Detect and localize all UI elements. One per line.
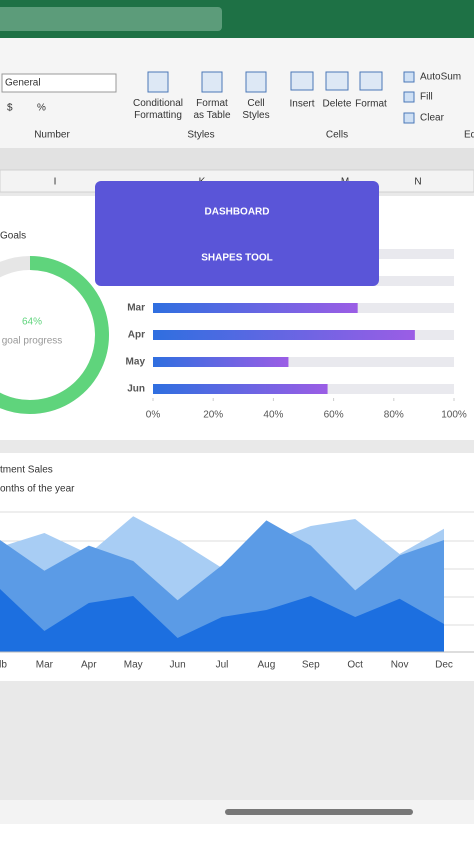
area — [0, 589, 444, 652]
ribbon-button[interactable]: Insert — [289, 99, 314, 110]
ribbon-button[interactable]: Format as Table — [193, 98, 231, 121]
x-tick-label: 20% — [203, 410, 223, 421]
button-icon[interactable] — [403, 112, 415, 124]
y-tick-label: May — [126, 357, 146, 368]
group-label: Number — [34, 130, 70, 141]
percent-button[interactable]: % — [37, 103, 46, 114]
column-header[interactable]: I — [54, 177, 57, 188]
number-format[interactable]: General — [5, 78, 41, 89]
bottom-bar — [0, 824, 474, 842]
x-tick-label: 0% — [146, 410, 161, 421]
bar — [153, 357, 289, 367]
search-box[interactable] — [0, 7, 222, 31]
x-tick-label: Apr — [81, 660, 97, 671]
chart-subtitle: onths of the year — [0, 484, 75, 495]
x-tick-label: Jun — [170, 660, 186, 671]
ribbon — [0, 38, 474, 148]
ribbon-button[interactable]: AutoSum — [420, 72, 461, 83]
scrollbar[interactable] — [225, 809, 413, 815]
button-icon[interactable] — [290, 71, 314, 91]
donut-value: 64% — [22, 317, 42, 328]
bar — [153, 384, 328, 394]
column-header[interactable]: N — [414, 177, 421, 188]
bar — [153, 330, 415, 340]
overlay-text: DASHBOARD — [205, 207, 270, 218]
ribbon-button[interactable]: Fill — [420, 92, 433, 103]
ribbon-button[interactable]: Cell Styles — [242, 98, 269, 121]
donut-subtitle: goal progress — [2, 336, 63, 347]
chart-title: Goals — [0, 231, 26, 242]
donut-arc — [0, 256, 109, 414]
x-tick-label: Jul — [216, 660, 229, 671]
ribbon-button[interactable]: Delete — [323, 99, 352, 110]
x-tick-label: Sep — [302, 660, 320, 671]
ribbon-button[interactable]: Clear — [420, 113, 445, 124]
x-tick-label: Aug — [258, 660, 276, 671]
x-tick-label: 40% — [263, 410, 283, 421]
x-tick-label: 100% — [441, 410, 467, 421]
ribbon-button[interactable]: Format — [355, 99, 387, 110]
button-icon[interactable] — [201, 71, 223, 93]
overlay-banner — [95, 181, 379, 286]
number-format-box[interactable] — [1, 73, 117, 93]
x-tick-label: Oct — [347, 660, 363, 671]
ribbon-button[interactable]: Conditional Formatting — [133, 98, 183, 121]
button-icon[interactable] — [403, 91, 415, 103]
group-label: Cells — [326, 130, 348, 141]
x-tick-label: Dec — [435, 660, 453, 671]
x-tick-label: lb — [0, 660, 7, 671]
bar — [153, 303, 358, 313]
currency-button[interactable]: $ — [7, 103, 13, 114]
x-tick-label: Nov — [391, 660, 409, 671]
y-tick-label: Mar — [127, 303, 145, 314]
group-label: Edi — [464, 130, 474, 141]
x-tick-label: 60% — [324, 410, 344, 421]
button-icon[interactable] — [359, 71, 383, 91]
button-icon[interactable] — [325, 71, 349, 91]
group-label: Styles — [187, 130, 214, 141]
button-icon[interactable] — [147, 71, 169, 93]
x-tick-label: Mar — [36, 660, 54, 671]
y-tick-label: Jun — [127, 384, 145, 395]
x-tick-label: May — [124, 660, 143, 671]
chart-title: tment Sales — [0, 465, 53, 476]
button-icon[interactable] — [245, 71, 267, 93]
y-tick-label: Apr — [128, 330, 145, 341]
button-icon[interactable] — [403, 71, 415, 83]
bar-track — [153, 357, 454, 367]
formula-gap — [0, 148, 474, 170]
overlay-text: SHAPES TOOL — [201, 253, 273, 264]
x-tick-label: 80% — [384, 410, 404, 421]
